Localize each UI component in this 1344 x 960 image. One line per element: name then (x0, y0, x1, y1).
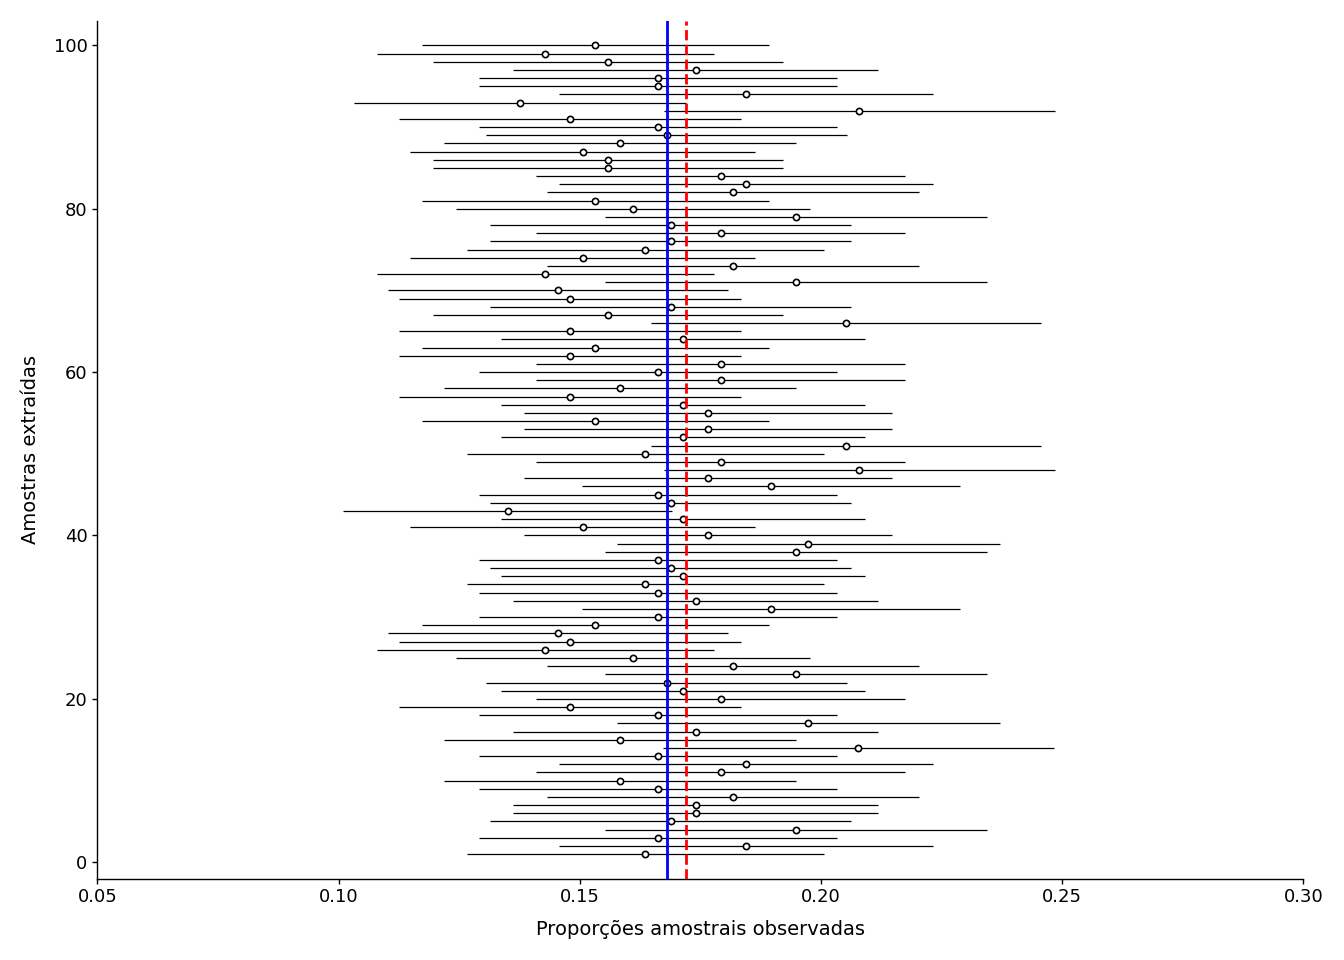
X-axis label: Proporções amostrais observadas: Proporções amostrais observadas (536, 921, 864, 939)
Y-axis label: Amostras extraídas: Amostras extraídas (22, 355, 40, 544)
